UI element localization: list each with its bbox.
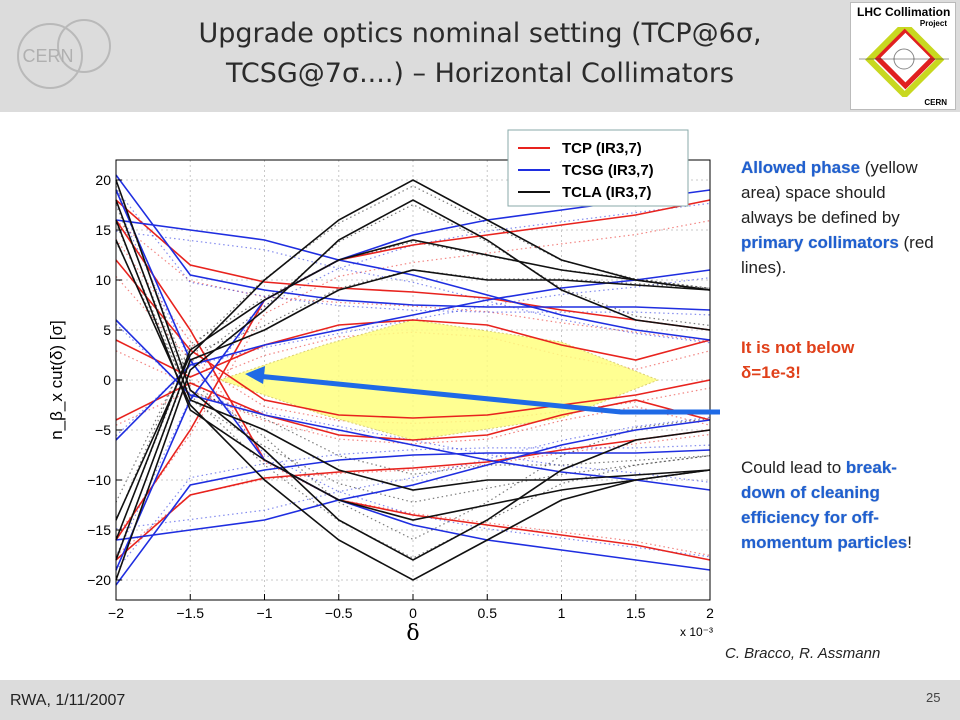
- page-number: 25: [926, 690, 941, 705]
- note-breakdown: Could lead to break-down of cleaning eff…: [741, 455, 941, 555]
- series-line-1-0: [115, 174, 711, 311]
- allowed-phase-area: [218, 319, 660, 441]
- series-line-2-7: [115, 239, 711, 581]
- legend-label-0: TCP (IR3,7): [562, 140, 642, 157]
- cern-logo-text: CERN: [22, 46, 73, 66]
- x-tick-label: 2: [706, 605, 714, 621]
- y-tick-label: 20: [95, 172, 111, 188]
- series-line-0-0: [115, 199, 711, 331]
- lhc-logo-bottom: CERN: [924, 98, 947, 107]
- series-line-0-5: [115, 199, 711, 541]
- series-line-1-4: [115, 189, 711, 571]
- note-red-2: δ=1e-3!: [741, 363, 801, 382]
- page-title: Upgrade optics nominal setting (TCP@6σ, …: [150, 14, 810, 94]
- legend-box: [507, 129, 689, 207]
- series-line-1-3: [115, 449, 711, 586]
- series-dotted-line: [115, 188, 711, 316]
- y-tick-label: −5: [95, 422, 111, 438]
- x-tick-label: −0.5: [325, 605, 353, 621]
- cern-logo: CERN: [17, 19, 111, 89]
- slide-footer: [0, 680, 960, 720]
- series-line-2-3: [115, 179, 711, 521]
- note-text-3b: !: [907, 533, 912, 552]
- y-tick-label: 15: [95, 222, 111, 238]
- legend-label-2: TCLA (IR3,7): [562, 184, 651, 201]
- note-delta-limit: It is not below δ=1e-3!: [741, 335, 941, 385]
- series-line-0-3: [115, 429, 711, 561]
- lhc-logo-sub: Project: [919, 19, 947, 28]
- lhc-logo-title: LHC Collimation: [857, 5, 951, 19]
- series-dotted-line: [115, 444, 711, 572]
- series-dotted-line: [115, 230, 711, 344]
- series-line-0-4: [115, 219, 711, 561]
- collimator-icon: [859, 27, 949, 97]
- title-line-1: Upgrade optics nominal setting (TCP@6σ,: [198, 18, 762, 49]
- title-line-2: TCSG@7σ....) – Horizontal Collimators: [225, 58, 735, 89]
- note-allowed-phase: Allowed phase (yellow area) space should…: [741, 155, 941, 280]
- x-tick-label: −1: [257, 605, 273, 621]
- series-line-1-6: [115, 219, 711, 341]
- note-text-1b: (red lines).: [741, 233, 934, 277]
- note-hl-primary: primary collimators: [741, 233, 899, 252]
- footer-date: RWA, 1/11/2007: [10, 692, 126, 709]
- credit: C. Bracco, R. Assmann: [725, 645, 881, 662]
- y-tick-label: −15: [87, 522, 111, 538]
- y-tick-label: −10: [87, 472, 111, 488]
- x-tick-label: 1.5: [626, 605, 646, 621]
- chart: −2 −1.5 −1 −0.5 0 0.5 1 1.5 2 20 15 10 5 0 −5 −10 −15 −20…: [47, 129, 720, 640]
- series-dotted-line: [115, 416, 711, 530]
- pointer-arrow: [256, 373, 720, 415]
- y-tick-label: 5: [103, 322, 111, 338]
- series-line-2-6: [115, 219, 711, 521]
- series-line-2-5: [115, 199, 711, 491]
- x-axis-label: δ: [406, 621, 419, 640]
- series-dotted-line: [115, 220, 711, 343]
- series-dotted-line: [115, 220, 711, 538]
- note-red-1: It is not below: [741, 338, 855, 357]
- x-tick-label: −2: [108, 605, 124, 621]
- note-hl-allowed: Allowed phase: [741, 158, 861, 177]
- series-dotted-line: [115, 238, 711, 556]
- legend-label-1: TCSG (IR3,7): [562, 162, 654, 179]
- series-line-2-1: [115, 269, 711, 561]
- x-multiplier: x 10⁻³: [680, 625, 713, 639]
- y-axis-label: n_β_x cut(δ) [σ]: [47, 320, 66, 440]
- note-text-3a: Could lead to: [741, 458, 842, 477]
- note-text-1a: (yellow area) space should always be def…: [741, 158, 918, 227]
- series-dotted-line: [115, 185, 711, 541]
- x-tick-label: 1: [558, 605, 566, 621]
- slide-header: [0, 0, 960, 112]
- note-hl-breakdown: break-down of cleaning efficiency for of…: [741, 458, 908, 552]
- series-line-2-2: [115, 239, 711, 541]
- x-tick-label: −1.5: [176, 605, 204, 621]
- series-line-1-7: [115, 419, 711, 541]
- y-tick-label: 0: [103, 372, 111, 388]
- pointer-arrow-head: [245, 366, 266, 384]
- lhc-collimation-logo: LHC Collimation Project CERN: [850, 2, 956, 110]
- series-dotted-line: [115, 433, 711, 556]
- y-tick-label: −20: [87, 572, 111, 588]
- y-tick-label: 10: [95, 272, 111, 288]
- series-dotted-line: [115, 222, 711, 503]
- x-tick-label: 0.5: [478, 605, 498, 621]
- x-tick-label: 0: [409, 605, 417, 621]
